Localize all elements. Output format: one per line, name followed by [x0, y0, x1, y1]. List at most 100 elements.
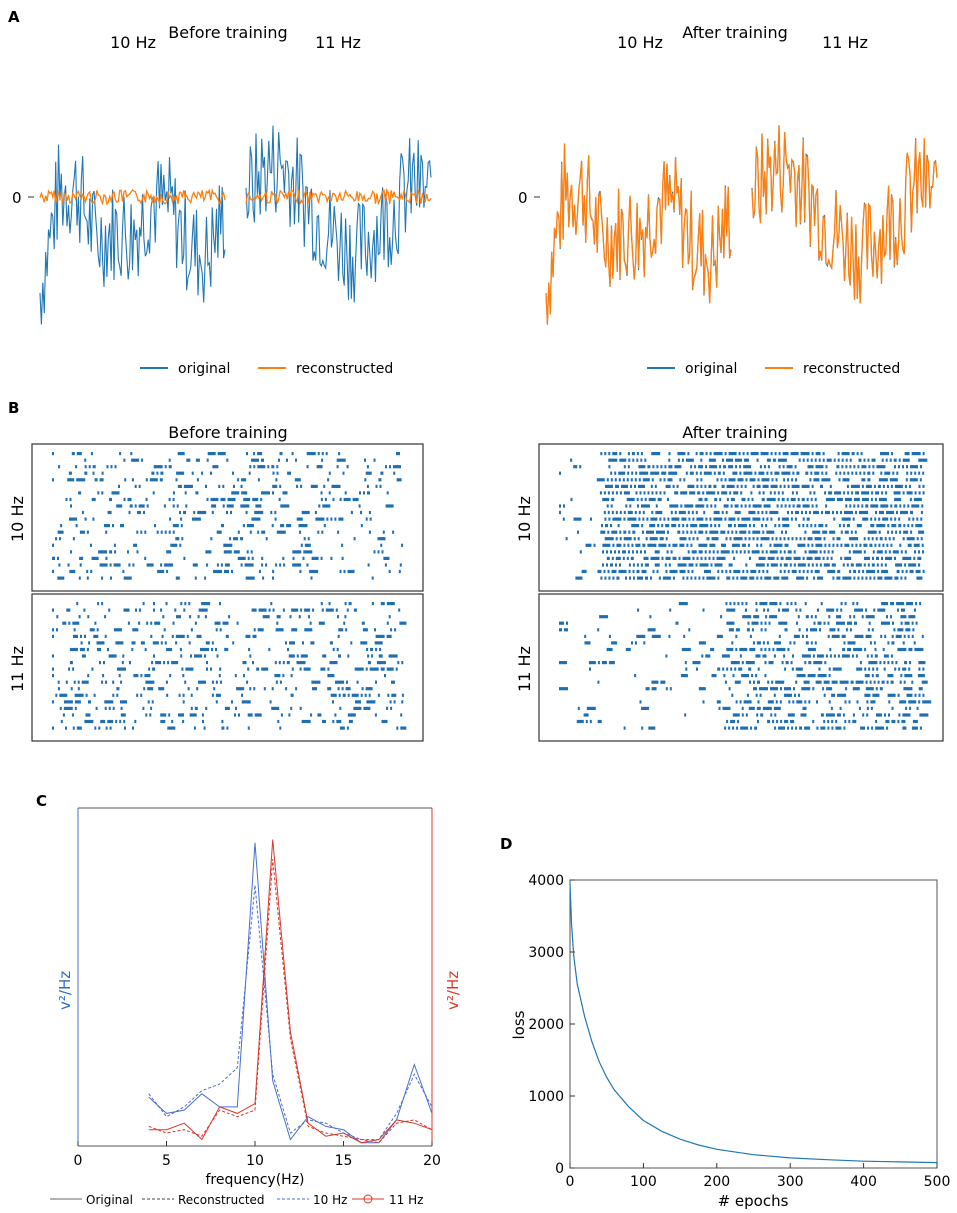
spike — [65, 497, 68, 502]
spike — [859, 661, 862, 665]
spike — [332, 719, 335, 724]
spike — [741, 706, 744, 710]
spike — [749, 680, 751, 684]
spike — [836, 608, 839, 612]
spike — [844, 543, 850, 547]
spike — [728, 726, 731, 730]
spike — [872, 667, 875, 671]
spike — [672, 543, 678, 547]
spike — [806, 569, 809, 574]
spike — [726, 576, 731, 580]
spike — [790, 602, 793, 606]
spike — [721, 491, 728, 495]
spike — [84, 634, 86, 638]
spike — [257, 628, 264, 632]
spike — [94, 621, 97, 625]
spike — [905, 628, 911, 632]
spike — [720, 550, 730, 554]
spike — [716, 700, 721, 704]
spike — [709, 452, 712, 456]
spike — [868, 465, 871, 469]
spike — [400, 713, 403, 717]
spike — [213, 569, 222, 574]
spike — [119, 719, 122, 724]
spike — [844, 602, 847, 606]
spike — [181, 537, 184, 541]
spike — [775, 700, 778, 704]
spike — [644, 458, 647, 462]
spike — [375, 484, 378, 488]
spike — [747, 550, 750, 554]
spike — [271, 524, 274, 528]
spike — [123, 576, 132, 580]
spike — [913, 497, 922, 502]
spike — [721, 654, 730, 658]
spike — [131, 458, 140, 462]
spike — [810, 628, 817, 632]
spike — [583, 713, 589, 717]
spike — [347, 713, 356, 717]
spike — [743, 471, 753, 475]
spike — [791, 478, 794, 482]
spike — [728, 452, 737, 456]
spike — [593, 543, 596, 547]
spike — [92, 517, 95, 521]
spike — [723, 465, 727, 469]
spike — [739, 465, 742, 469]
spike — [618, 550, 620, 554]
spike — [233, 550, 240, 554]
spike — [802, 706, 807, 710]
spike — [127, 621, 130, 625]
spike — [315, 517, 325, 521]
spike — [909, 706, 912, 710]
spike — [904, 576, 907, 580]
spike — [636, 563, 639, 567]
spike — [596, 478, 605, 482]
spike — [183, 484, 193, 488]
spike — [915, 569, 921, 574]
spike — [337, 530, 340, 534]
spike — [623, 491, 630, 495]
spike — [622, 478, 625, 482]
spike — [375, 680, 377, 684]
spike — [736, 726, 739, 730]
spike — [902, 491, 905, 495]
spike — [783, 569, 786, 574]
spike — [337, 634, 340, 638]
spike — [275, 680, 278, 684]
spike — [659, 537, 664, 541]
spike — [363, 706, 371, 710]
spike — [647, 491, 650, 495]
spike — [643, 641, 646, 645]
spike — [107, 510, 112, 515]
spike — [79, 556, 84, 560]
spike — [873, 608, 876, 612]
spike — [52, 478, 54, 482]
spike — [918, 491, 921, 495]
spike — [627, 510, 633, 515]
spike — [895, 661, 898, 665]
spike — [385, 465, 387, 469]
spike — [779, 569, 782, 574]
spike — [306, 563, 309, 567]
spike — [231, 569, 233, 574]
spike — [140, 674, 143, 678]
spike — [770, 484, 778, 488]
spike — [648, 497, 656, 502]
spike — [816, 726, 819, 730]
spike — [826, 687, 833, 691]
spike — [191, 471, 194, 475]
spike — [375, 647, 378, 652]
a-before-zero-tick: 0 — [12, 189, 22, 207]
spike — [107, 719, 114, 724]
spike — [683, 478, 686, 482]
spike — [829, 628, 836, 632]
spike — [747, 497, 750, 502]
spike — [380, 543, 383, 547]
spike — [783, 478, 786, 482]
spike — [717, 667, 721, 671]
spike — [732, 471, 738, 475]
spike — [904, 674, 913, 678]
spike — [912, 628, 915, 632]
